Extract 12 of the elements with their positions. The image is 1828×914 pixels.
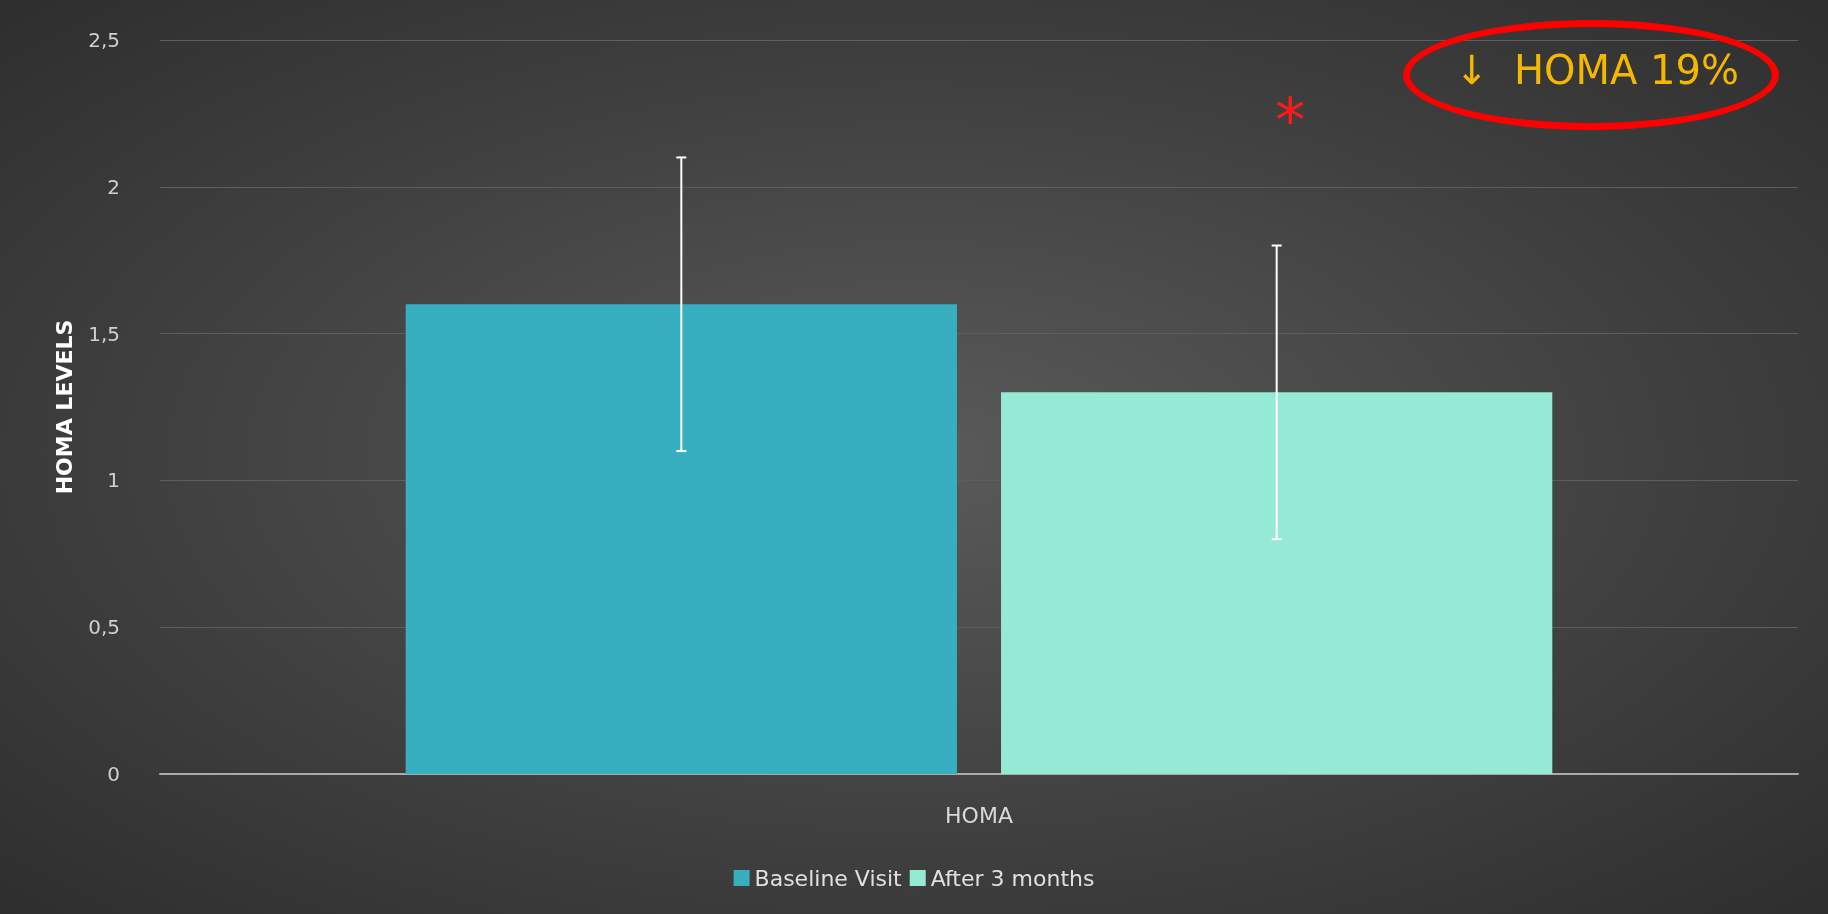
legend-label: After 3 months [930,865,1095,891]
y-tick-label: 0 [107,762,120,786]
y-tick-label: 0,5 [88,615,120,640]
y-tick-label: 2,5 [88,28,120,52]
annotation: ↓ HOMA 19% [1455,47,1740,93]
x-tick-label: HOMA [945,802,1013,828]
annotation: * [1275,85,1306,155]
y-tick-label: 1 [107,468,120,493]
y-tick-label: 2 [107,174,120,199]
legend-label: Baseline Visit [754,865,903,891]
y-axis-title: HOMA LEVELS [51,319,77,495]
y-tick-label: 1,5 [88,321,120,346]
